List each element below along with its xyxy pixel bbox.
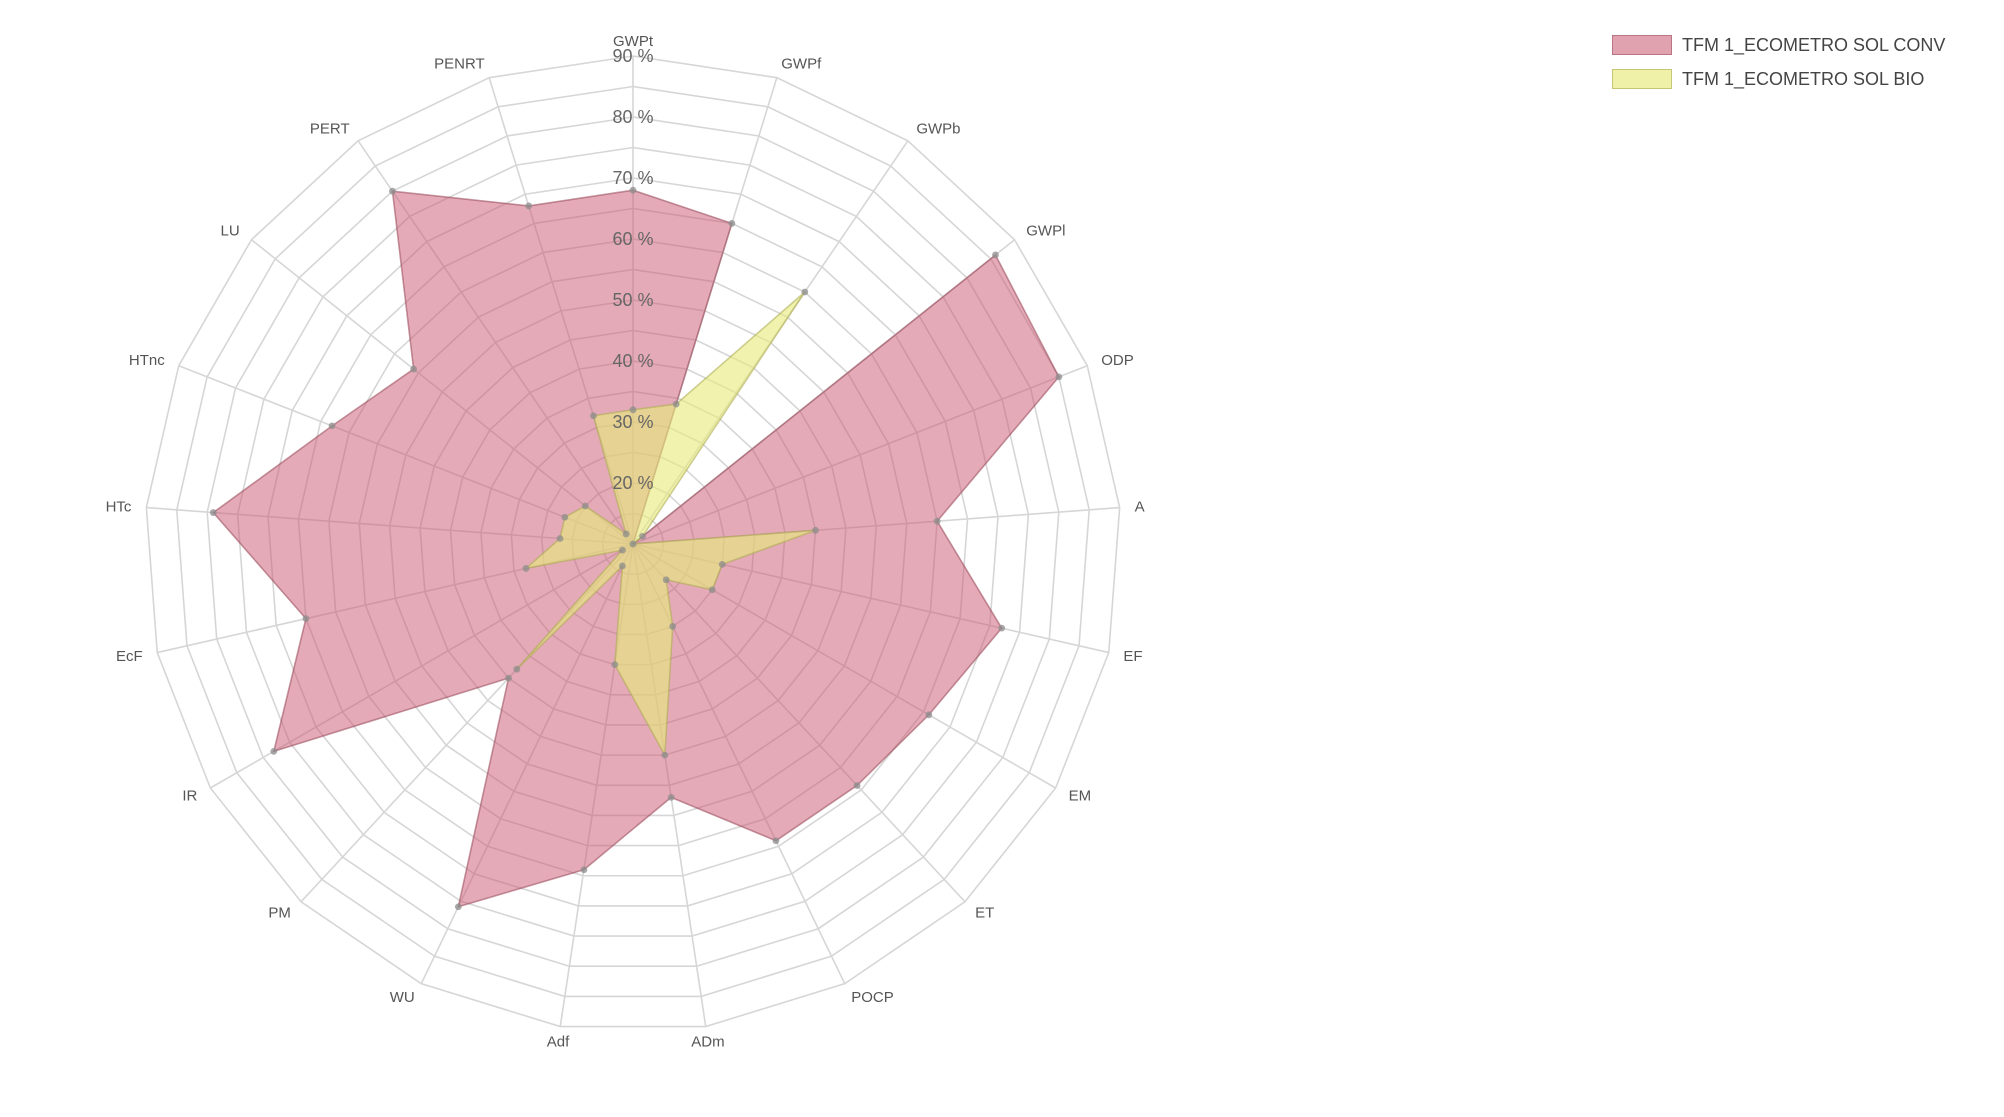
- legend-item-conv[interactable]: TFM 1_ECOMETRO SOL CONV: [1612, 28, 1945, 62]
- data-point-LU: [581, 502, 589, 510]
- data-point-Adf: [580, 866, 588, 874]
- axis-labels: GWPt GWPf GWPb GWPl ODP A EF EM ET POCP ADm Adf WU PM…: [106, 33, 1145, 1050]
- data-point-PERT: [622, 530, 630, 538]
- axis-label-PM: PM: [268, 905, 291, 922]
- axis-label-A: A: [1135, 498, 1145, 515]
- legend-label-conv: TFM 1_ECOMETRO SOL CONV: [1682, 34, 1946, 55]
- data-point-GWPl: [992, 251, 999, 259]
- data-point-HTnc: [328, 422, 336, 430]
- data-point-EM: [708, 586, 716, 594]
- data-point-PM: [513, 665, 521, 673]
- axis-label-ODP: ODP: [1101, 352, 1134, 369]
- data-point-HTc: [556, 535, 564, 542]
- data-point-IR: [619, 546, 626, 554]
- axis-label-PERT: PERT: [310, 120, 350, 137]
- data-point-HTc: [209, 509, 217, 516]
- tick-label: 60 %: [612, 229, 653, 249]
- radar-svg: 20 % 30 % 40 % 50 % 60 % 70 % 80 % 90 %GWPt GWPf…: [106, 33, 1145, 1050]
- data-point-GWPt: [629, 406, 637, 414]
- data-point-EF: [998, 624, 1006, 632]
- data-point-ET: [662, 576, 670, 584]
- axis-label-Adf: Adf: [547, 1033, 570, 1050]
- tick-label: 80 %: [612, 107, 653, 127]
- axis-label-ET: ET: [975, 905, 994, 922]
- data-point-ODP: [629, 540, 637, 548]
- data-point-EcF: [522, 565, 530, 572]
- axis-label-GWPt: GWPt: [613, 33, 654, 50]
- data-point-EM: [925, 711, 933, 719]
- series-bio: [513, 288, 819, 759]
- legend-item-bio[interactable]: TFM 1_ECOMETRO SOL BIO: [1612, 62, 1945, 96]
- data-point-EcF: [302, 615, 310, 623]
- radar-chart: 20 % 30 % 40 % 50 % 60 % 70 % 80 % 90 % GWPt GWPf…: [106, 33, 1145, 1050]
- axis-label-GWPb: GWPb: [916, 120, 960, 137]
- tick-label: 70 %: [612, 168, 653, 188]
- axis-label-HTc: HTc: [106, 498, 132, 515]
- data-point-WU: [619, 562, 626, 570]
- axis-label-ADm: ADm: [691, 1033, 724, 1050]
- data-point-PENRT: [525, 202, 533, 210]
- data-point-ADm: [667, 793, 675, 801]
- data-point-Adf: [611, 661, 619, 669]
- data-point-HTnc: [561, 513, 569, 521]
- data-point-POCP: [669, 623, 677, 630]
- axis-label-HTnc: HTnc: [129, 352, 165, 369]
- data-point-GWPf: [728, 220, 736, 227]
- tick-label: 30 %: [612, 412, 653, 432]
- data-point-GWPt: [629, 186, 637, 194]
- legend-swatch-conv: [1612, 35, 1672, 55]
- data-point-ODP: [1055, 373, 1063, 381]
- data-point-LU: [410, 365, 418, 373]
- axis-label-EF: EF: [1123, 648, 1142, 665]
- axis-label-LU: LU: [221, 222, 240, 239]
- series-area-bio: [516, 291, 817, 756]
- data-point-GWPb: [801, 288, 809, 296]
- legend-label-bio: TFM 1_ECOMETRO SOL BIO: [1682, 68, 1925, 89]
- data-point-PM: [505, 674, 512, 682]
- axis-label-POCP: POCP: [851, 989, 894, 1006]
- data-point-PERT: [389, 187, 396, 195]
- data-point-ADm: [661, 751, 669, 759]
- axis-label-EcF: EcF: [116, 648, 143, 665]
- tick-label: 90 %: [612, 46, 653, 66]
- data-point-WU: [454, 903, 462, 911]
- data-point-GWPf: [672, 400, 680, 408]
- axis-label-EM: EM: [1069, 788, 1092, 805]
- axis-label-IR: IR: [182, 788, 197, 805]
- tick-label: 20 %: [612, 473, 653, 493]
- axis-label-GWPl: GWPl: [1026, 222, 1065, 239]
- axis-label-PENRT: PENRT: [434, 55, 485, 72]
- data-point-POCP: [772, 837, 780, 845]
- tick-label: 40 %: [612, 351, 653, 371]
- data-point-GWPl: [639, 532, 646, 540]
- legend-swatch-bio: [1612, 69, 1672, 89]
- data-point-EF: [718, 560, 726, 568]
- tick-label: 50 %: [612, 290, 653, 310]
- data-point-ET: [853, 782, 861, 789]
- grid-ring-90: [145, 55, 1121, 1028]
- data-point-PENRT: [590, 412, 597, 420]
- legend: TFM 1_ECOMETRO SOL CONV TFM 1_ECOMETRO S…: [1612, 28, 1945, 96]
- axis-label-WU: WU: [390, 989, 415, 1006]
- data-point-IR: [270, 748, 278, 755]
- data-point-A: [933, 517, 941, 525]
- tick-labels: 20 % 30 % 40 % 50 % 60 % 70 % 80 % 90 %: [612, 46, 653, 493]
- axis-label-GWPf: GWPf: [781, 55, 822, 72]
- data-point-A: [812, 526, 819, 534]
